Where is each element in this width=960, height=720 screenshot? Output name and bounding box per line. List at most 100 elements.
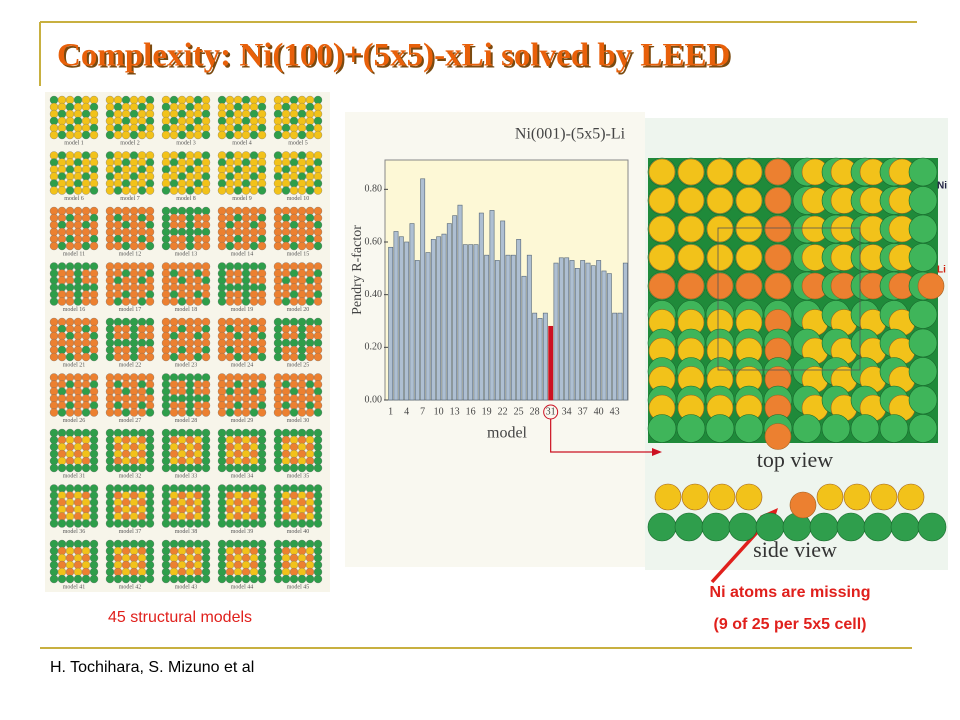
atom: [65, 512, 75, 521]
model-label: model 37: [119, 529, 142, 535]
atom: [217, 567, 227, 577]
atom: [137, 484, 147, 493]
atom: [89, 262, 99, 271]
atom: [201, 206, 211, 216]
atom: [145, 283, 155, 292]
bar: [478, 212, 484, 401]
atom: [81, 179, 91, 188]
model-label: model 38: [175, 529, 198, 535]
atom: [129, 428, 139, 438]
atom: [49, 380, 59, 389]
model-label: model 6: [64, 196, 84, 202]
atom: [289, 158, 299, 167]
atom: [113, 220, 123, 230]
atom: [161, 491, 171, 500]
atom: [313, 442, 323, 452]
atom: [129, 220, 139, 230]
atom: [113, 179, 123, 188]
atom: [73, 442, 83, 452]
atom: [233, 394, 243, 403]
atom: [169, 352, 179, 362]
atom: [201, 227, 211, 237]
atom: [257, 456, 267, 466]
atom: [145, 102, 155, 112]
atom: [177, 206, 187, 216]
model-label: model 41: [63, 584, 86, 590]
atom: [185, 408, 195, 417]
atom: [185, 297, 195, 306]
model-label: model 11: [63, 251, 85, 257]
atom: [241, 449, 251, 459]
atom: [241, 158, 251, 167]
atom: [105, 151, 115, 160]
atom: [65, 220, 75, 230]
atom: [73, 546, 83, 556]
atom: [313, 165, 323, 174]
atom: [113, 338, 123, 348]
x-tick-label: 34: [562, 406, 572, 417]
atom: [305, 560, 315, 570]
atom: [225, 172, 235, 181]
atom: [297, 227, 307, 237]
atom: [169, 151, 179, 160]
atom: [257, 380, 267, 389]
atom: [89, 560, 99, 570]
atom: [113, 512, 123, 521]
atom: [169, 539, 179, 549]
atom: [193, 324, 203, 334]
bar: [441, 233, 447, 401]
atom: [273, 539, 283, 549]
atom: [49, 331, 59, 341]
atom: [137, 290, 147, 299]
atom: [113, 317, 123, 327]
model-label: model 9: [232, 196, 252, 202]
atom: [313, 387, 323, 396]
atom: [169, 283, 179, 292]
bar: [398, 236, 404, 401]
atom: [121, 227, 131, 237]
atom: [121, 95, 131, 105]
atom: [289, 151, 299, 160]
atom: [217, 484, 227, 493]
atom: [257, 179, 267, 188]
model-label: model 45: [287, 584, 310, 590]
atom: [305, 130, 315, 140]
atom: [241, 227, 251, 237]
atom: [57, 179, 67, 188]
atom: [257, 498, 267, 507]
atom: [129, 123, 139, 133]
atom: [273, 373, 283, 382]
atom: [193, 186, 203, 195]
atom: [233, 484, 243, 493]
atom: [177, 95, 187, 105]
atom: [217, 165, 227, 174]
atom: [201, 262, 211, 271]
atom: [249, 206, 259, 216]
atom: [145, 373, 155, 382]
atom: [225, 519, 235, 528]
atom: [225, 317, 235, 327]
atom: [73, 269, 83, 278]
atom: [313, 463, 323, 473]
y-tick-label: 0.20: [365, 342, 383, 353]
atom: [241, 442, 251, 452]
atom: [177, 116, 187, 126]
atom: [105, 387, 115, 396]
atom: [249, 505, 259, 514]
atom: [201, 186, 211, 195]
atom: [201, 373, 211, 382]
atom: [65, 123, 75, 133]
atom: [89, 449, 99, 459]
atom: [225, 283, 235, 292]
atom: [73, 262, 83, 271]
atom: [281, 512, 291, 521]
atom: [169, 102, 179, 112]
atom: [305, 151, 315, 160]
atom: [201, 380, 211, 389]
atom: [289, 276, 299, 285]
atom: [313, 241, 323, 251]
atom: [241, 484, 251, 493]
atom: [217, 331, 227, 341]
atom: [145, 519, 155, 528]
atom: [249, 553, 259, 563]
